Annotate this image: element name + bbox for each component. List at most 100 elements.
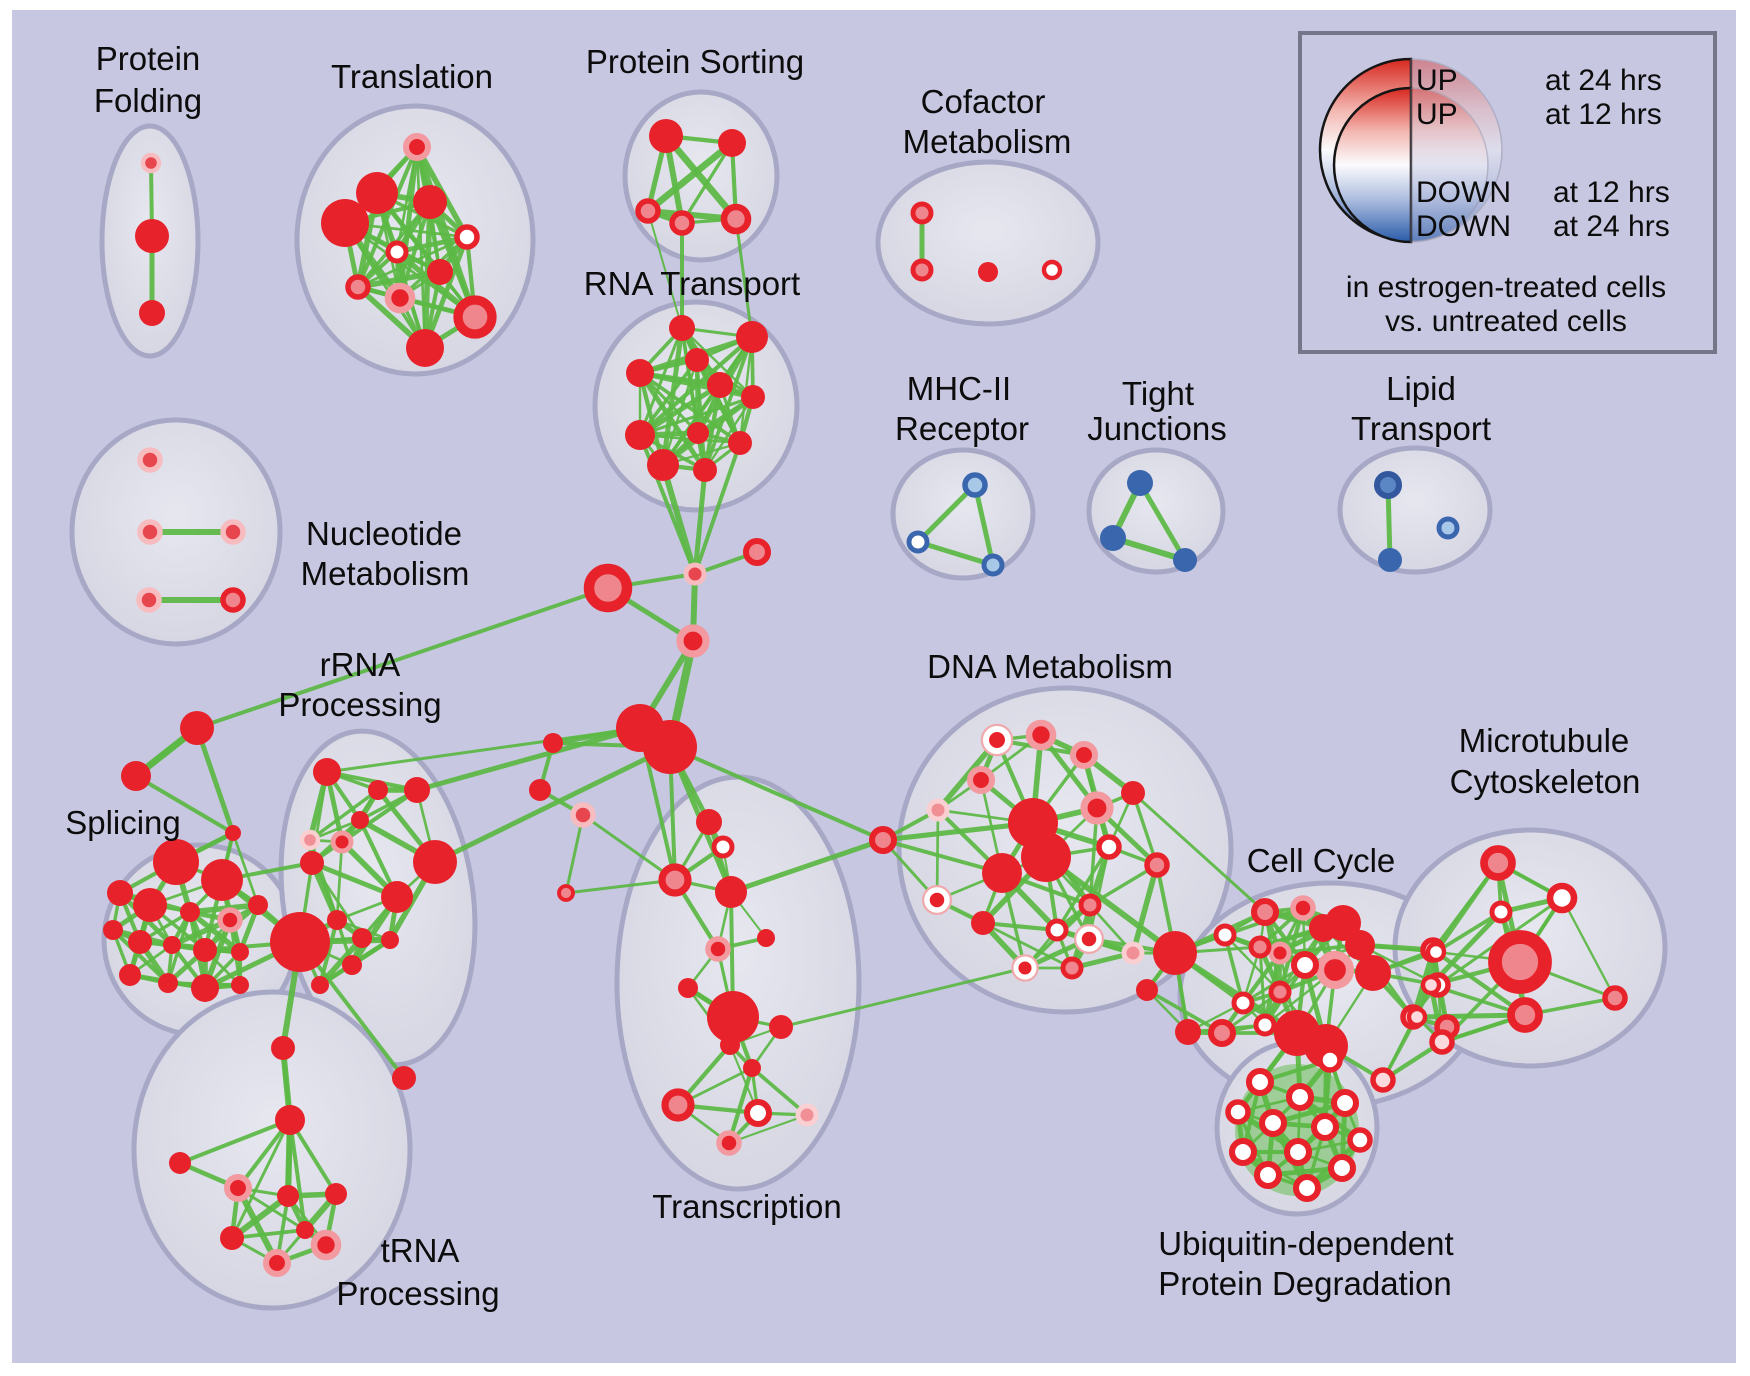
network-edge (637, 370, 708, 473)
network-edge (564, 813, 585, 895)
network-node (1121, 941, 1145, 965)
network-node (381, 931, 399, 949)
network-edge (638, 358, 699, 437)
cluster-label-rrna: rRNA (320, 646, 401, 683)
network-node (1347, 1127, 1373, 1153)
network-node (1127, 470, 1153, 496)
network-node (795, 1103, 819, 1127)
cluster-label-trna: tRNA (381, 1232, 460, 1269)
network-node (1144, 852, 1170, 878)
cluster-ellipse-cofactor (875, 159, 1101, 327)
network-node (193, 938, 217, 962)
network-edge (1223, 933, 1245, 1005)
network-node (220, 1226, 244, 1250)
network-node (1378, 548, 1402, 572)
network-node (139, 300, 165, 326)
network-node (982, 725, 1012, 755)
network-node (1602, 985, 1628, 1011)
network-node (649, 119, 683, 153)
network-node (1315, 950, 1355, 990)
network-node (757, 929, 775, 947)
network-node (103, 920, 123, 940)
network-node (169, 1152, 191, 1174)
network-node (1078, 893, 1102, 917)
network-node (626, 359, 654, 387)
network-node (1420, 974, 1442, 996)
network-node (1327, 1153, 1357, 1183)
network-edge (880, 820, 1036, 843)
network-node (1507, 997, 1543, 1033)
network-node (140, 152, 162, 174)
network-edge (1431, 861, 1500, 952)
network-node (191, 974, 219, 1002)
network-node (225, 825, 241, 841)
network-node (248, 895, 268, 915)
legend-glyph-12hr-right-icon (1410, 87, 1489, 243)
network-node (352, 928, 372, 948)
network-node (1258, 1108, 1288, 1138)
network-edge (355, 144, 420, 290)
network-node (454, 224, 480, 250)
network-node (327, 910, 347, 930)
network-node (910, 201, 934, 225)
cluster-label-nucleotide: Metabolism (301, 555, 470, 592)
network-edge (355, 269, 443, 290)
network-node (683, 562, 707, 586)
network-node (299, 829, 321, 851)
legend-text: in estrogen-treated cells (1346, 271, 1666, 304)
network-node (1330, 1088, 1360, 1118)
network-node (325, 1183, 347, 1205)
network-node (271, 1036, 295, 1060)
network-edge (638, 326, 684, 437)
network-edge (692, 467, 708, 577)
network-edge (644, 139, 736, 215)
network-node (217, 907, 243, 933)
network-node (119, 964, 141, 986)
legend-text: at 12 hrs (1553, 176, 1670, 209)
network-node (356, 172, 398, 214)
network-node (1248, 935, 1272, 959)
network-edge (972, 482, 996, 568)
cluster-label-lipid: Lipid (1386, 370, 1456, 407)
network-edge (638, 395, 755, 437)
network-node (351, 811, 369, 829)
network-node (669, 315, 695, 341)
network-node (981, 553, 1005, 577)
network-node (330, 830, 354, 854)
network-node (1250, 897, 1280, 927)
legend-text: DOWN (1416, 210, 1511, 243)
network-node (926, 798, 950, 822)
network-node (1292, 1173, 1322, 1203)
network-edge (324, 769, 420, 793)
network-edge (432, 744, 673, 865)
network-node (381, 881, 413, 913)
network-edge (325, 726, 642, 774)
network-node (453, 295, 497, 339)
cluster-label-nucleotide: Nucleotide (306, 515, 462, 552)
network-node (720, 1035, 740, 1055)
network-node (262, 1248, 292, 1278)
network-node (1345, 930, 1375, 960)
legend-glyph-12hr-left-icon (1332, 86, 1413, 244)
network-node (1283, 1137, 1313, 1167)
network-node (962, 472, 988, 498)
network-edge (750, 1066, 809, 1117)
network-node (163, 936, 181, 954)
cluster-label-ubiquitin: Ubiquitin-dependent (1158, 1225, 1453, 1262)
network-node (910, 258, 934, 282)
network-node (1021, 832, 1071, 882)
network-node (1213, 923, 1237, 947)
network-edge (915, 482, 978, 545)
network-node (1080, 791, 1114, 825)
network-edge (343, 221, 427, 350)
cluster-label-cell_cycle: Cell Cycle (1247, 842, 1396, 879)
network-node (1406, 1006, 1428, 1028)
network-node (924, 887, 950, 913)
network-node (685, 348, 709, 372)
network-node (1546, 882, 1578, 914)
legend-text: at 24 hrs (1553, 210, 1670, 243)
network-node (277, 1185, 299, 1207)
network-node (658, 863, 692, 897)
network-node (707, 991, 759, 1043)
network-edge (1223, 933, 1282, 994)
